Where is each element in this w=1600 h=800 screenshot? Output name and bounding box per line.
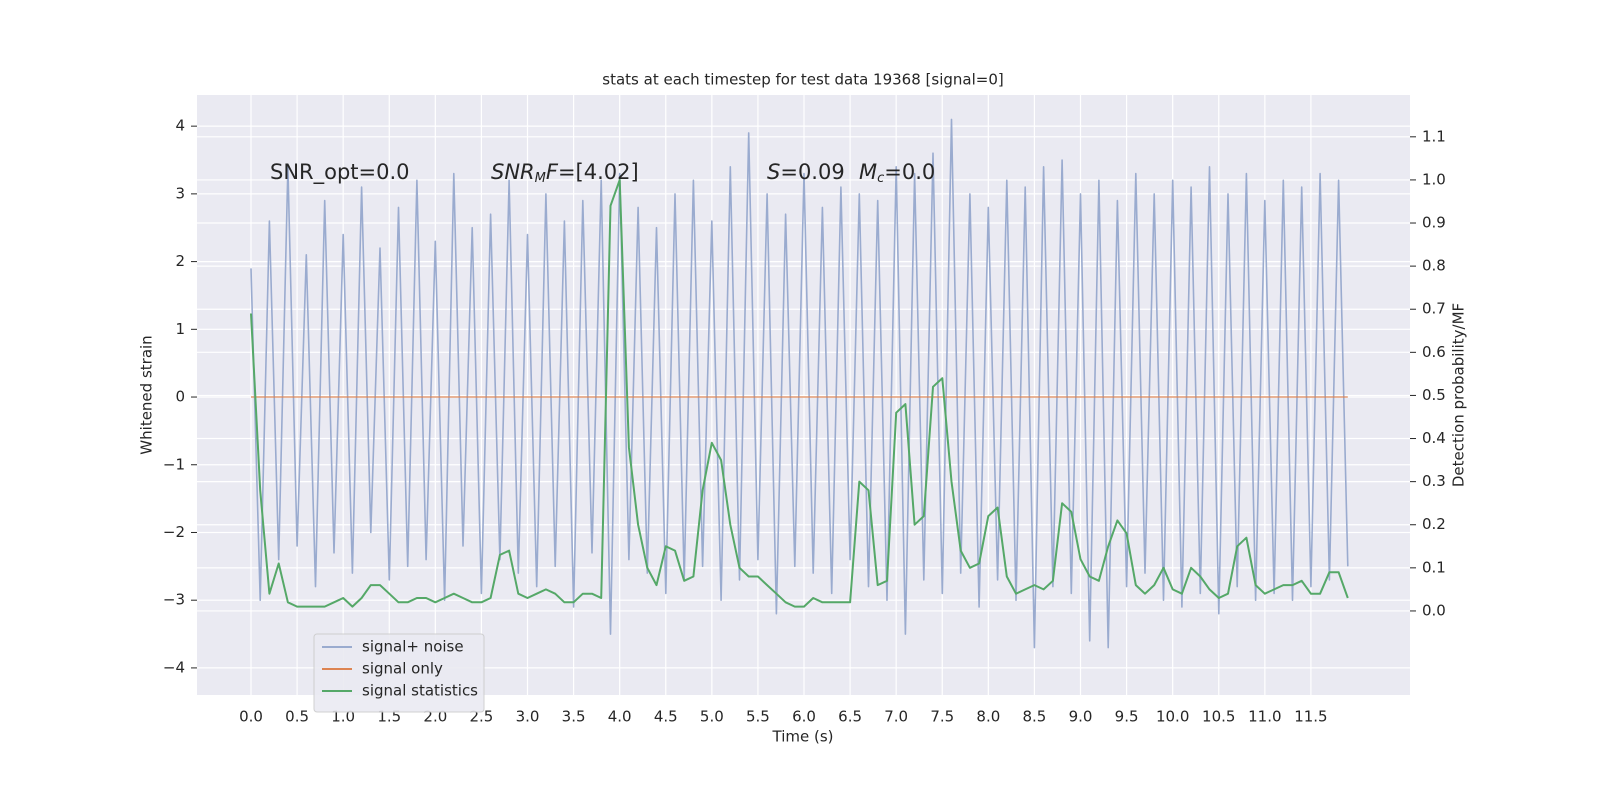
y2-tick-label: 0.6 <box>1422 343 1446 361</box>
x-tick-label: 5.5 <box>746 708 770 726</box>
x-tick-label: 3.0 <box>516 708 540 726</box>
annotation-part: =0.0 <box>884 160 935 184</box>
x-tick-label: 7.5 <box>930 708 954 726</box>
series-line <box>250 118 1349 649</box>
y-tick-label: −4 <box>163 658 185 676</box>
annotation-part: S <box>767 160 780 184</box>
x-tick-label: 6.0 <box>792 708 816 726</box>
y-tick-label: 2 <box>175 252 185 270</box>
x-tick-label: 11.5 <box>1294 708 1327 726</box>
x-tick-label: 11.0 <box>1248 708 1281 726</box>
x-tick-label: 10.0 <box>1156 708 1189 726</box>
x-tick-label: 9.5 <box>1115 708 1139 726</box>
annotation-part: =[4.02] <box>558 160 639 184</box>
annotation-part: =0.09 <box>780 160 844 184</box>
y-tick-label: 0 <box>175 388 185 406</box>
y2-tick-label: 0.0 <box>1422 601 1446 619</box>
annotation-part: F <box>546 160 559 184</box>
legend-label: signal statistics <box>362 682 478 700</box>
y2-tick-label: 1.0 <box>1422 170 1446 188</box>
x-tick-label: 8.0 <box>976 708 1000 726</box>
annotation: SNRMF=[4.02] <box>491 160 639 186</box>
legend-box <box>313 633 485 713</box>
x-axis-label: Time (s) <box>772 728 834 746</box>
y2-tick-label: 0.4 <box>1422 429 1446 447</box>
y-tick-label: 1 <box>175 320 185 338</box>
annotation-part: M <box>859 160 877 184</box>
y2-tick-label: 0.7 <box>1422 300 1446 318</box>
x-tick-label: 10.5 <box>1202 708 1235 726</box>
y-tick-label: 4 <box>175 117 185 135</box>
x-tick-label: 8.5 <box>1022 708 1046 726</box>
y2-tick-label: 0.3 <box>1422 472 1446 490</box>
legend-label: signal only <box>362 660 443 678</box>
x-tick-label: 0.5 <box>285 708 309 726</box>
y2-tick-label: 1.1 <box>1422 127 1446 145</box>
x-tick-label: 0.0 <box>239 708 263 726</box>
x-tick-label: 4.5 <box>654 708 678 726</box>
x-tick-label: 7.0 <box>884 708 908 726</box>
x-tick-label: 9.0 <box>1069 708 1093 726</box>
annotation-part: SNR_opt=0.0 <box>270 160 410 185</box>
annotation-part: c <box>877 171 884 186</box>
annotation: SNR_opt=0.0 <box>270 160 410 185</box>
y2-axis-label: Detection probability/MF <box>1450 303 1468 487</box>
x-tick-label: 3.5 <box>562 708 586 726</box>
annotation-part: M <box>535 171 546 186</box>
y2-tick-label: 0.1 <box>1422 558 1446 576</box>
annotation: Mc=0.0 <box>859 160 935 186</box>
x-tick-label: 4.0 <box>608 708 632 726</box>
y-tick-label: 3 <box>175 184 185 202</box>
y2-tick-label: 0.8 <box>1422 257 1446 275</box>
x-tick-label: 6.5 <box>838 708 862 726</box>
annotation-part: SNR <box>491 160 535 184</box>
y2-tick-label: 0.9 <box>1422 214 1446 232</box>
y-tick-label: −1 <box>163 455 185 473</box>
x-tick-label: 5.0 <box>700 708 724 726</box>
y-axis-label: Whitened strain <box>138 335 156 454</box>
series-line <box>250 178 1349 608</box>
legend-label: signal+ noise <box>362 638 464 656</box>
y-tick-label: −2 <box>163 523 185 541</box>
y2-tick-label: 0.5 <box>1422 386 1446 404</box>
annotation: S=0.09 <box>767 160 845 184</box>
y-tick-label: −3 <box>163 591 185 609</box>
chart-title: stats at each timestep for test data 193… <box>602 71 1003 89</box>
y2-tick-label: 0.2 <box>1422 515 1446 533</box>
